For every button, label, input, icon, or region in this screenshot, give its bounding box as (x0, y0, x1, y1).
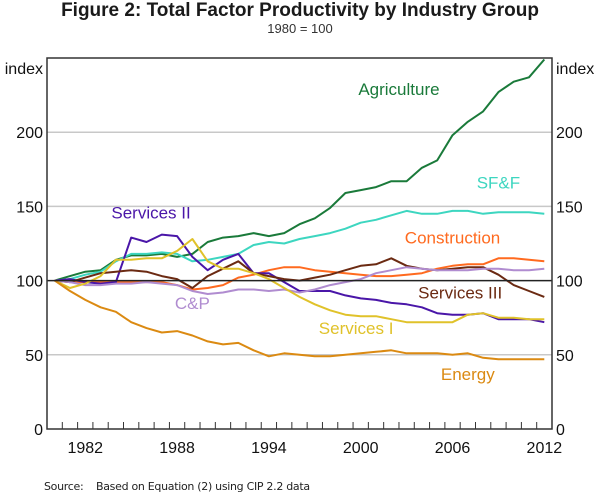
y-tick-label-left: 50 (25, 348, 43, 365)
chart-title: Figure 2: Total Factor Productivity by I… (61, 0, 539, 21)
x-tick-label: 2006 (435, 440, 471, 457)
series-line-c-p (54, 266, 545, 295)
y-axis-label-left: index (5, 61, 43, 78)
y-tick-label-left: 100 (16, 274, 43, 291)
series-line-sf-f (54, 209, 545, 282)
source-note: Source: Based on Equation (2) using CIP 2… (44, 480, 310, 493)
x-tick-label: 1982 (67, 440, 103, 457)
series-line-services-i (54, 238, 545, 324)
series-line-services-ii (54, 233, 545, 324)
x-tick-label: 1988 (159, 440, 195, 457)
y-tick-label-right: 100 (556, 274, 583, 291)
y-tick-label-left: 150 (16, 199, 43, 216)
source-label: Source: (44, 480, 84, 493)
series-label-agriculture: Agriculture (358, 80, 439, 99)
series-label-c-p: C&P (175, 294, 210, 313)
y-tick-label-left: 0 (34, 422, 43, 439)
x-tick-label: 1994 (251, 440, 287, 457)
y-tick-label-right: 200 (556, 125, 583, 142)
series-label-services-ii: Services II (111, 203, 190, 222)
x-tick-label: 2012 (527, 440, 563, 457)
y-axis-label-right: index (556, 61, 594, 78)
source-text: Based on Equation (2) using CIP 2.2 data (96, 480, 310, 493)
series-label-construction: Construction (405, 229, 500, 248)
chart-subtitle: 1980 = 100 (267, 21, 333, 36)
series-label-services-iii: Services III (418, 283, 502, 302)
y-tick-label-right: 50 (556, 348, 574, 365)
series-label-services-i: Services I (319, 319, 394, 338)
y-tick-label-left: 200 (16, 125, 43, 142)
series-line-energy (54, 279, 545, 361)
y-tick-label-right: 0 (556, 422, 565, 439)
series-label-sf-f: SF&F (477, 174, 520, 193)
x-tick-label: 2000 (343, 440, 379, 457)
y-tick-label-right: 150 (556, 199, 583, 216)
plot-frame (46, 57, 553, 430)
series-label-energy: Energy (441, 365, 495, 384)
series-line-agriculture (54, 58, 546, 282)
